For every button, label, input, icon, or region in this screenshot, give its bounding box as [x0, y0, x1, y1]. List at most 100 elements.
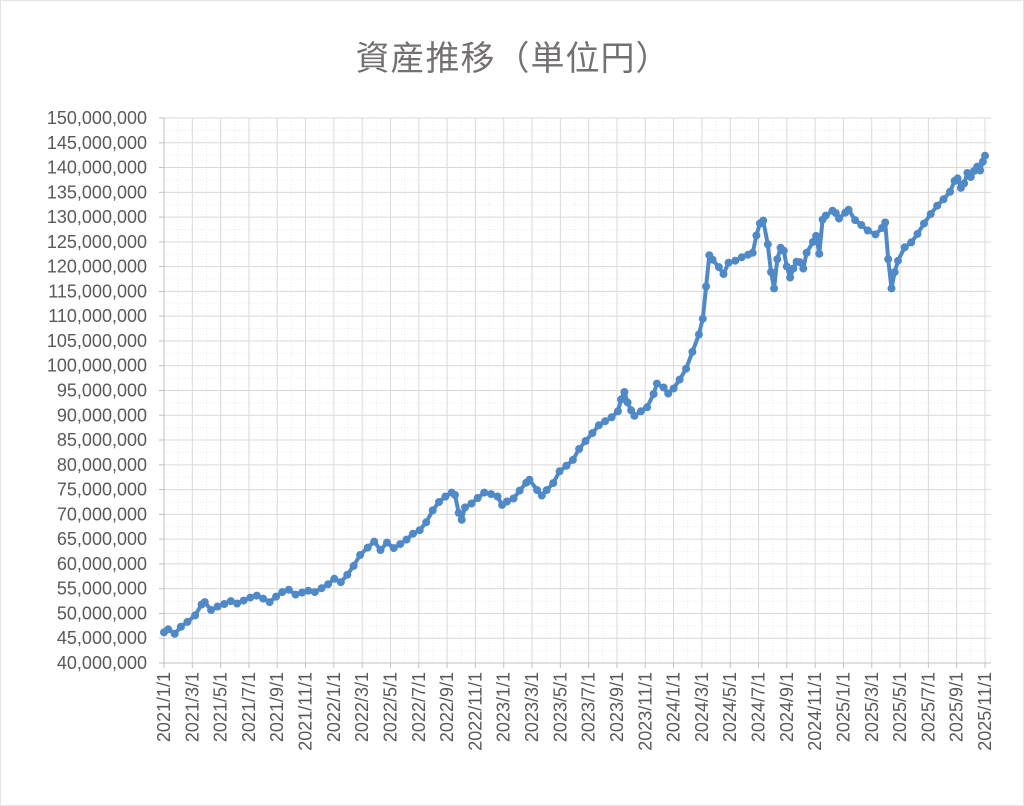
data-point — [473, 494, 482, 502]
y-tick-label: 140,000,000 — [47, 158, 147, 178]
y-tick-label: 110,000,000 — [48, 306, 147, 326]
x-tick-label: 2022/7/1 — [409, 672, 429, 742]
data-point — [575, 445, 584, 453]
data-point — [659, 383, 668, 392]
data-point — [376, 546, 385, 554]
y-tick-label: 120,000,000 — [47, 257, 147, 277]
data-point — [652, 379, 661, 388]
data-point — [562, 461, 571, 470]
x-tick-label: 2023/1/1 — [494, 672, 514, 742]
data-point — [863, 226, 872, 235]
x-tick-label: 2025/3/1 — [862, 672, 882, 742]
data-point — [844, 205, 853, 214]
axes — [159, 117, 991, 668]
data-point — [428, 506, 437, 515]
y-tick-labels: 150,000,000 145,000,000 140,000,000 135,000… — [47, 108, 147, 673]
data-point — [503, 497, 511, 506]
data-point — [298, 588, 307, 597]
data-point — [220, 600, 229, 608]
data-point — [170, 629, 179, 638]
data-point — [233, 599, 242, 608]
data-point — [857, 221, 866, 229]
data-point — [884, 255, 893, 264]
data-point — [770, 284, 779, 293]
data-point — [402, 535, 411, 544]
data-point — [581, 437, 590, 445]
data-point — [324, 580, 333, 589]
data-point — [881, 218, 890, 227]
data-point — [457, 515, 466, 524]
x-tick-label: 2024/9/1 — [777, 672, 797, 742]
y-tick-label: 40,000,000 — [57, 653, 147, 673]
data-point — [887, 284, 896, 293]
data-point — [953, 174, 962, 183]
data-point — [207, 606, 216, 614]
data-point — [913, 229, 922, 238]
data-point — [533, 486, 542, 495]
data-point — [636, 407, 645, 416]
x-tick-label: 2025/9/1 — [947, 672, 967, 742]
data-point — [894, 256, 902, 265]
x-tick-label: 2024/11/1 — [805, 672, 825, 751]
x-tick-label: 2021/9/1 — [267, 672, 287, 742]
data-point — [454, 508, 463, 517]
data-point — [246, 593, 255, 602]
data-point — [795, 258, 804, 267]
data-point — [643, 403, 652, 412]
data-point — [200, 598, 209, 607]
x-tick-labels: 2021/1/1 2021/3/1 2021/5/1 2021/7/1 2021/9/1… — [154, 672, 995, 751]
y-tick-label: 100,000,000 — [47, 356, 147, 376]
data-point — [525, 475, 534, 484]
data-point — [694, 330, 703, 339]
data-point — [786, 273, 795, 282]
data-point — [939, 195, 948, 204]
chart-title: 資産推移（単位円） — [355, 40, 671, 78]
x-tick-label: 2024/3/1 — [692, 672, 712, 742]
series-markers — [160, 151, 989, 638]
data-point — [789, 264, 798, 273]
data-point — [259, 594, 268, 603]
x-tick-label: 2021/3/1 — [182, 672, 202, 742]
x-tick-label: 2023/3/1 — [522, 672, 542, 742]
data-point — [802, 248, 811, 257]
y-tick-label: 105,000,000 — [47, 331, 147, 351]
data-point — [461, 503, 469, 512]
data-point — [336, 578, 345, 587]
data-point — [176, 622, 185, 631]
data-point — [812, 231, 821, 240]
data-point — [664, 389, 673, 398]
x-tick-label: 2023/9/1 — [607, 672, 627, 742]
data-point — [363, 543, 372, 552]
data-point — [226, 597, 235, 606]
data-point — [415, 526, 424, 535]
data-point — [933, 201, 942, 210]
data-point — [907, 238, 916, 247]
data-point — [719, 270, 728, 279]
y-tick-label: 70,000,000 — [57, 504, 147, 524]
data-point — [607, 413, 616, 422]
minor-gridlines — [164, 118, 991, 663]
vertical-gridlines — [191, 118, 986, 663]
data-point — [284, 585, 293, 594]
data-point — [669, 384, 678, 393]
data-point — [835, 214, 843, 223]
data-point — [617, 395, 626, 404]
data-point — [809, 237, 817, 246]
data-point — [389, 544, 398, 553]
y-tick-label: 115,000,000 — [48, 281, 147, 301]
y-tick-label: 95,000,000 — [57, 381, 147, 401]
y-tick-label: 80,000,000 — [57, 455, 147, 475]
data-point — [708, 255, 717, 264]
y-tick-label: 65,000,000 — [57, 529, 147, 549]
data-point — [370, 537, 379, 546]
data-point — [451, 491, 459, 499]
data-point — [265, 598, 274, 607]
data-point — [702, 282, 711, 291]
y-tick-label: 145,000,000 — [47, 133, 147, 153]
data-point — [493, 492, 502, 501]
data-point — [310, 588, 319, 597]
data-point — [164, 625, 173, 634]
data-point — [675, 375, 684, 384]
x-tick-label: 2025/5/1 — [890, 672, 910, 742]
data-point — [630, 411, 639, 420]
